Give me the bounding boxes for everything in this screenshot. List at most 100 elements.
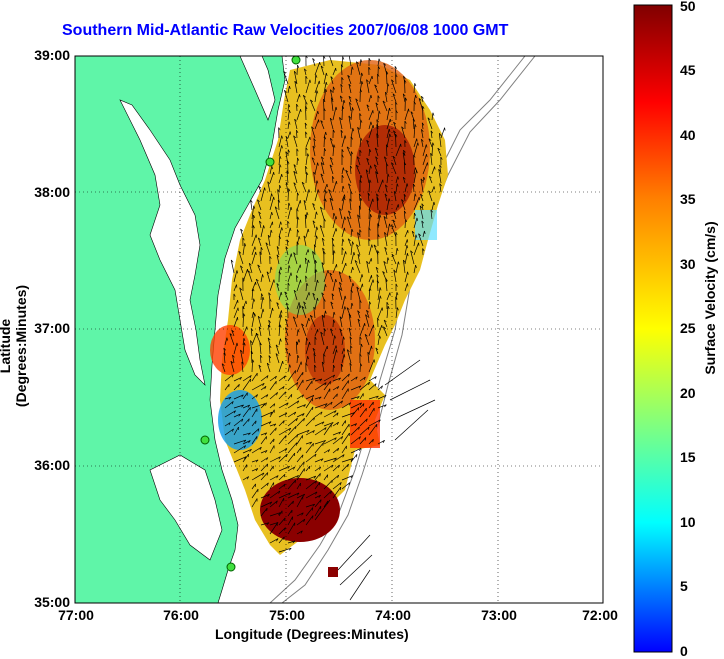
x-tick-label: 76:00: [163, 607, 199, 623]
velocity-vector: [260, 394, 269, 400]
velocity-vector: [305, 380, 313, 391]
velocity-vector: [350, 454, 358, 463]
velocity-vector-head: [292, 540, 296, 544]
velocity-vector: [332, 400, 343, 409]
velocity-vector-head: [369, 179, 372, 183]
velocity-vector: [368, 214, 371, 229]
velocity-vector: [338, 271, 343, 283]
velocity-vector: [287, 479, 296, 490]
velocity-vector: [296, 355, 299, 364]
velocity-vectors: [221, 56, 446, 601]
velocity-vector: [359, 403, 365, 409]
velocity-vector-head: [333, 364, 336, 368]
velocity-vector-head: [404, 140, 407, 144]
velocity-vector-head: [395, 74, 398, 78]
velocity-vector: [312, 58, 316, 67]
velocity-vector-head: [418, 98, 422, 101]
velocity-vector: [247, 270, 253, 283]
velocity-vector: [341, 373, 350, 382]
velocity-vector: [296, 372, 304, 382]
velocity-vector-head: [414, 193, 417, 197]
velocity-vector: [287, 206, 292, 220]
velocity-vector: [332, 176, 334, 184]
velocity-vector-head: [376, 119, 379, 123]
velocity-vector: [413, 124, 416, 139]
velocity-vector-head: [311, 126, 314, 130]
velocity-vector-head: [325, 310, 327, 314]
velocity-vector: [391, 254, 397, 265]
velocity-vector: [250, 351, 253, 364]
velocity-vector-head: [321, 292, 325, 296]
velocity-vector: [269, 522, 279, 526]
velocity-vector: [386, 107, 390, 121]
velocity-vector: [305, 503, 315, 508]
velocity-vector-head: [352, 266, 354, 270]
velocity-vector-head: [347, 238, 351, 242]
velocity-vector: [320, 331, 325, 346]
velocity-vector-head: [313, 171, 316, 175]
velocity-vector-head: [428, 138, 432, 141]
velocity-vector-head: [340, 95, 343, 99]
velocity-vector: [251, 446, 262, 454]
velocity-vector: [376, 196, 379, 211]
velocity-vector: [278, 292, 282, 301]
velocity-vector: [314, 119, 319, 130]
velocity-vector-head: [383, 261, 387, 264]
velocity-vector-head: [348, 373, 350, 377]
velocity-vector: [323, 72, 327, 85]
velocity-vector: [339, 208, 343, 220]
velocity-vector: [341, 402, 351, 409]
velocity-vector-head: [328, 189, 332, 192]
velocity-vector-head: [392, 219, 396, 223]
velocity-vector-head: [241, 394, 244, 398]
velocity-vector-head: [347, 464, 349, 468]
velocity-vector-head: [359, 113, 362, 117]
x-tick-label: 72:00: [582, 607, 618, 623]
velocity-vector: [368, 345, 372, 355]
velocity-vector: [404, 245, 408, 256]
velocity-vector: [295, 341, 298, 355]
velocity-vector: [296, 279, 301, 292]
velocity-vector-head: [391, 224, 394, 228]
velocity-vector-head: [240, 228, 243, 232]
velocity-vector: [323, 345, 328, 355]
velocity-vector: [321, 262, 325, 274]
velocity-vector: [330, 328, 334, 337]
colorbar-tick: 35: [680, 191, 696, 207]
velocity-vector-head: [255, 420, 257, 424]
velocity-vector: [269, 193, 272, 202]
velocity-vector-head: [416, 138, 418, 142]
velocity-vector: [311, 126, 316, 139]
velocity-vector: [283, 71, 289, 85]
velocity-vector-head: [280, 266, 282, 270]
velocity-vector: [294, 119, 298, 130]
velocity-vector-head: [336, 422, 339, 426]
velocity-vector: [364, 334, 370, 346]
velocity-vector-head: [295, 426, 297, 430]
velocity-vector: [277, 199, 280, 211]
velocity-vector: [276, 302, 280, 310]
velocity-vector-head: [252, 225, 255, 229]
velocity-vector-head: [396, 183, 399, 187]
velocity-vector-head: [347, 216, 350, 220]
velocity-vector-head: [248, 263, 252, 266]
velocity-vector-head: [397, 176, 399, 180]
velocity-vector: [422, 144, 427, 157]
velocity-vector: [428, 175, 433, 184]
velocity-vector-head: [360, 137, 363, 141]
velocity-vector-head: [319, 378, 323, 382]
velocity-vector-head: [302, 494, 305, 497]
velocity-vector: [366, 104, 370, 112]
velocity-vector: [386, 198, 390, 211]
velocity-vector: [278, 536, 285, 544]
velocity-vector-head: [265, 402, 267, 406]
velocity-vector: [305, 480, 317, 490]
velocity-vector: [287, 202, 290, 211]
velocity-vector: [269, 482, 275, 490]
velocity-vector-head: [313, 306, 316, 310]
velocity-vector-head: [402, 152, 406, 156]
velocity-vector-head: [358, 448, 362, 451]
velocity-vector-head: [283, 536, 285, 540]
velocity-vector: [305, 106, 307, 121]
velocity-vector-head: [311, 395, 315, 398]
